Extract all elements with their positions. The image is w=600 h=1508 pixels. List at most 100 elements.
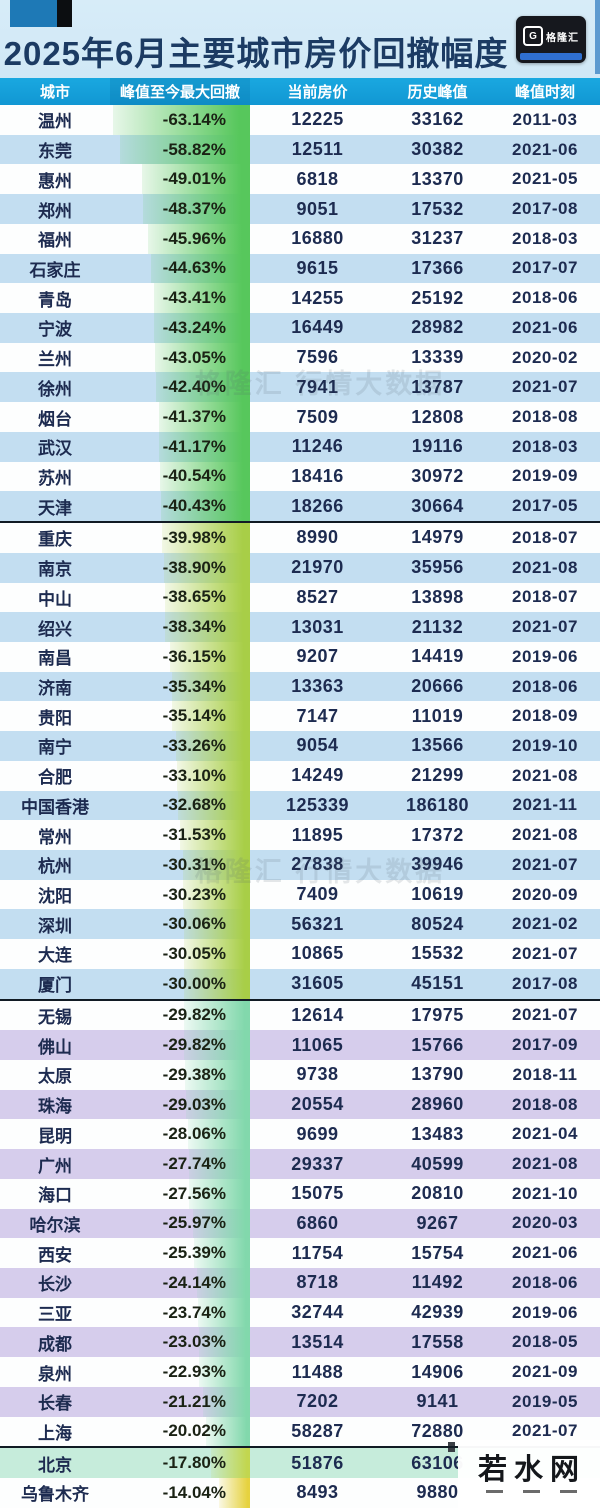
historical-peak: 14419	[411, 646, 464, 667]
current-price: 9051	[296, 198, 339, 219]
current-price: 21970	[291, 557, 344, 578]
drawdown-bar-cell: -22.93%	[110, 1357, 250, 1387]
drawdown-value: -27.74%	[162, 1154, 226, 1174]
historical-peak: 80524	[411, 913, 464, 934]
drawdown-value: -43.24%	[162, 317, 226, 337]
drawdown-value: -35.14%	[162, 706, 226, 726]
drawdown-bar-cell: -39.98%	[110, 523, 250, 553]
historical-peak: 72880	[411, 1420, 464, 1441]
drawdown-bar-cell: -29.38%	[110, 1060, 250, 1090]
current-price: 15075	[291, 1183, 344, 1204]
city-name: 杭州	[38, 857, 72, 877]
table-row: 济南 -35.34% 13363 20666 2018-06	[0, 671, 600, 702]
drawdown-bar-cell: -21.21%	[110, 1386, 250, 1417]
drawdown-value: -29.03%	[162, 1094, 226, 1114]
table-row: 深圳 -30.06% 56321 80524 2021-02	[0, 909, 600, 940]
historical-peak: 30972	[411, 465, 464, 486]
drawdown-bar	[176, 731, 250, 761]
right-edge-strip	[595, 0, 600, 74]
current-price: 7509	[296, 406, 339, 427]
city-name: 兰州	[38, 350, 72, 370]
historical-peak: 17975	[411, 1004, 464, 1025]
drawdown-bar	[185, 1060, 250, 1090]
column-header-current-price: 当前房价	[287, 84, 348, 101]
logo-blue-strip	[520, 53, 582, 60]
table-row: 石家庄 -44.63% 9615 17366 2017-07	[0, 253, 600, 284]
historical-peak: 14979	[411, 527, 464, 548]
corner-watermark-text: 若水网	[477, 1453, 586, 1486]
drawdown-bar-cell: -43.05%	[110, 342, 250, 373]
drawdown-bar-cell: -48.37%	[110, 194, 250, 224]
peak-date: 2019-05	[512, 1391, 578, 1411]
drawdown-bar-cell: -27.56%	[110, 1178, 250, 1209]
city-name: 广州	[38, 1156, 72, 1176]
drawdown-bar-cell: -35.34%	[110, 671, 250, 702]
city-name: 厦门	[38, 976, 72, 996]
drawdown-bar	[183, 968, 250, 999]
peak-date: 2021-08	[512, 557, 578, 577]
city-name: 哈尔滨	[29, 1215, 81, 1235]
peak-date: 2018-05	[512, 1332, 578, 1352]
drawdown-value: -41.37%	[162, 407, 226, 427]
peak-date: 2017-07	[512, 258, 578, 278]
current-price: 13031	[291, 616, 344, 637]
current-price: 9054	[296, 735, 339, 756]
city-name: 贵阳	[38, 708, 72, 728]
drawdown-bar	[154, 342, 250, 373]
drawdown-bar	[141, 164, 250, 195]
drawdown-bar	[180, 820, 250, 850]
current-price: 9699	[296, 1123, 339, 1144]
drawdown-bar	[160, 461, 250, 492]
historical-peak: 15532	[411, 943, 464, 964]
peak-date: 2021-08	[512, 825, 578, 845]
drawdown-bar	[196, 1268, 250, 1298]
peak-date: 2021-09	[512, 1362, 578, 1382]
drawdown-value: -35.34%	[162, 676, 226, 696]
table-row: 乌鲁木齐 -14.04% 8493 9880	[0, 1478, 600, 1508]
table-row: 武汉 -41.17% 11246 19116 2018-03	[0, 431, 600, 462]
peak-date: 2017-08	[512, 973, 578, 993]
table-row: 西安 -25.39% 11754 15754 2021-06	[0, 1238, 600, 1269]
peak-date: 2021-04	[512, 1124, 578, 1144]
drawdown-bar-cell: -41.17%	[110, 431, 250, 462]
drawdown-bar-cell: -58.82%	[110, 134, 250, 165]
table-row: 珠海 -29.03% 20554 28960 2018-08	[0, 1089, 600, 1120]
drawdown-value: -63.14%	[162, 109, 226, 129]
historical-peak: 10619	[411, 884, 464, 905]
top-left-black-square	[57, 0, 72, 27]
drawdown-bar-cell: -23.03%	[110, 1327, 250, 1358]
current-price: 29337	[291, 1153, 344, 1174]
drawdown-bar	[184, 1030, 250, 1060]
city-name: 天津	[38, 498, 72, 518]
table-row: 南昌 -36.15% 9207 14419 2019-06	[0, 641, 600, 672]
drawdown-value: -36.15%	[162, 646, 226, 666]
drawdown-value: -40.43%	[162, 496, 226, 516]
peak-date: 2018-07	[512, 527, 578, 547]
table-row: 宁波 -43.24% 16449 28982 2021-06	[0, 313, 600, 343]
drawdown-bar	[189, 1178, 250, 1209]
drawdown-bar	[148, 223, 250, 254]
current-price: 9207	[296, 646, 339, 667]
drawdown-value: -29.38%	[162, 1064, 226, 1084]
historical-peak: 42939	[411, 1302, 464, 1323]
drawdown-bar-cell: -43.41%	[110, 283, 250, 314]
drawdown-bar-cell: -33.10%	[110, 760, 250, 791]
drawdown-bar	[151, 253, 250, 284]
historical-peak: 9141	[416, 1391, 459, 1412]
current-price: 8718	[296, 1272, 339, 1293]
drawdown-value: -30.23%	[162, 884, 226, 904]
current-price: 18416	[291, 465, 344, 486]
peak-date: 2021-07	[512, 377, 578, 397]
city-name: 佛山	[38, 1037, 72, 1057]
drawdown-bar-cell: -40.43%	[110, 491, 250, 522]
drawdown-value: -42.40%	[162, 377, 226, 397]
historical-peak: 12808	[411, 406, 464, 427]
drawdown-bar	[153, 283, 250, 314]
historical-peak: 15754	[411, 1242, 464, 1263]
historical-peak: 40599	[411, 1153, 464, 1174]
drawdown-value: -23.74%	[162, 1302, 226, 1322]
drawdown-value: -29.82%	[162, 1005, 226, 1025]
city-name: 重庆	[38, 530, 72, 550]
peak-date: 2019-06	[512, 1302, 578, 1322]
